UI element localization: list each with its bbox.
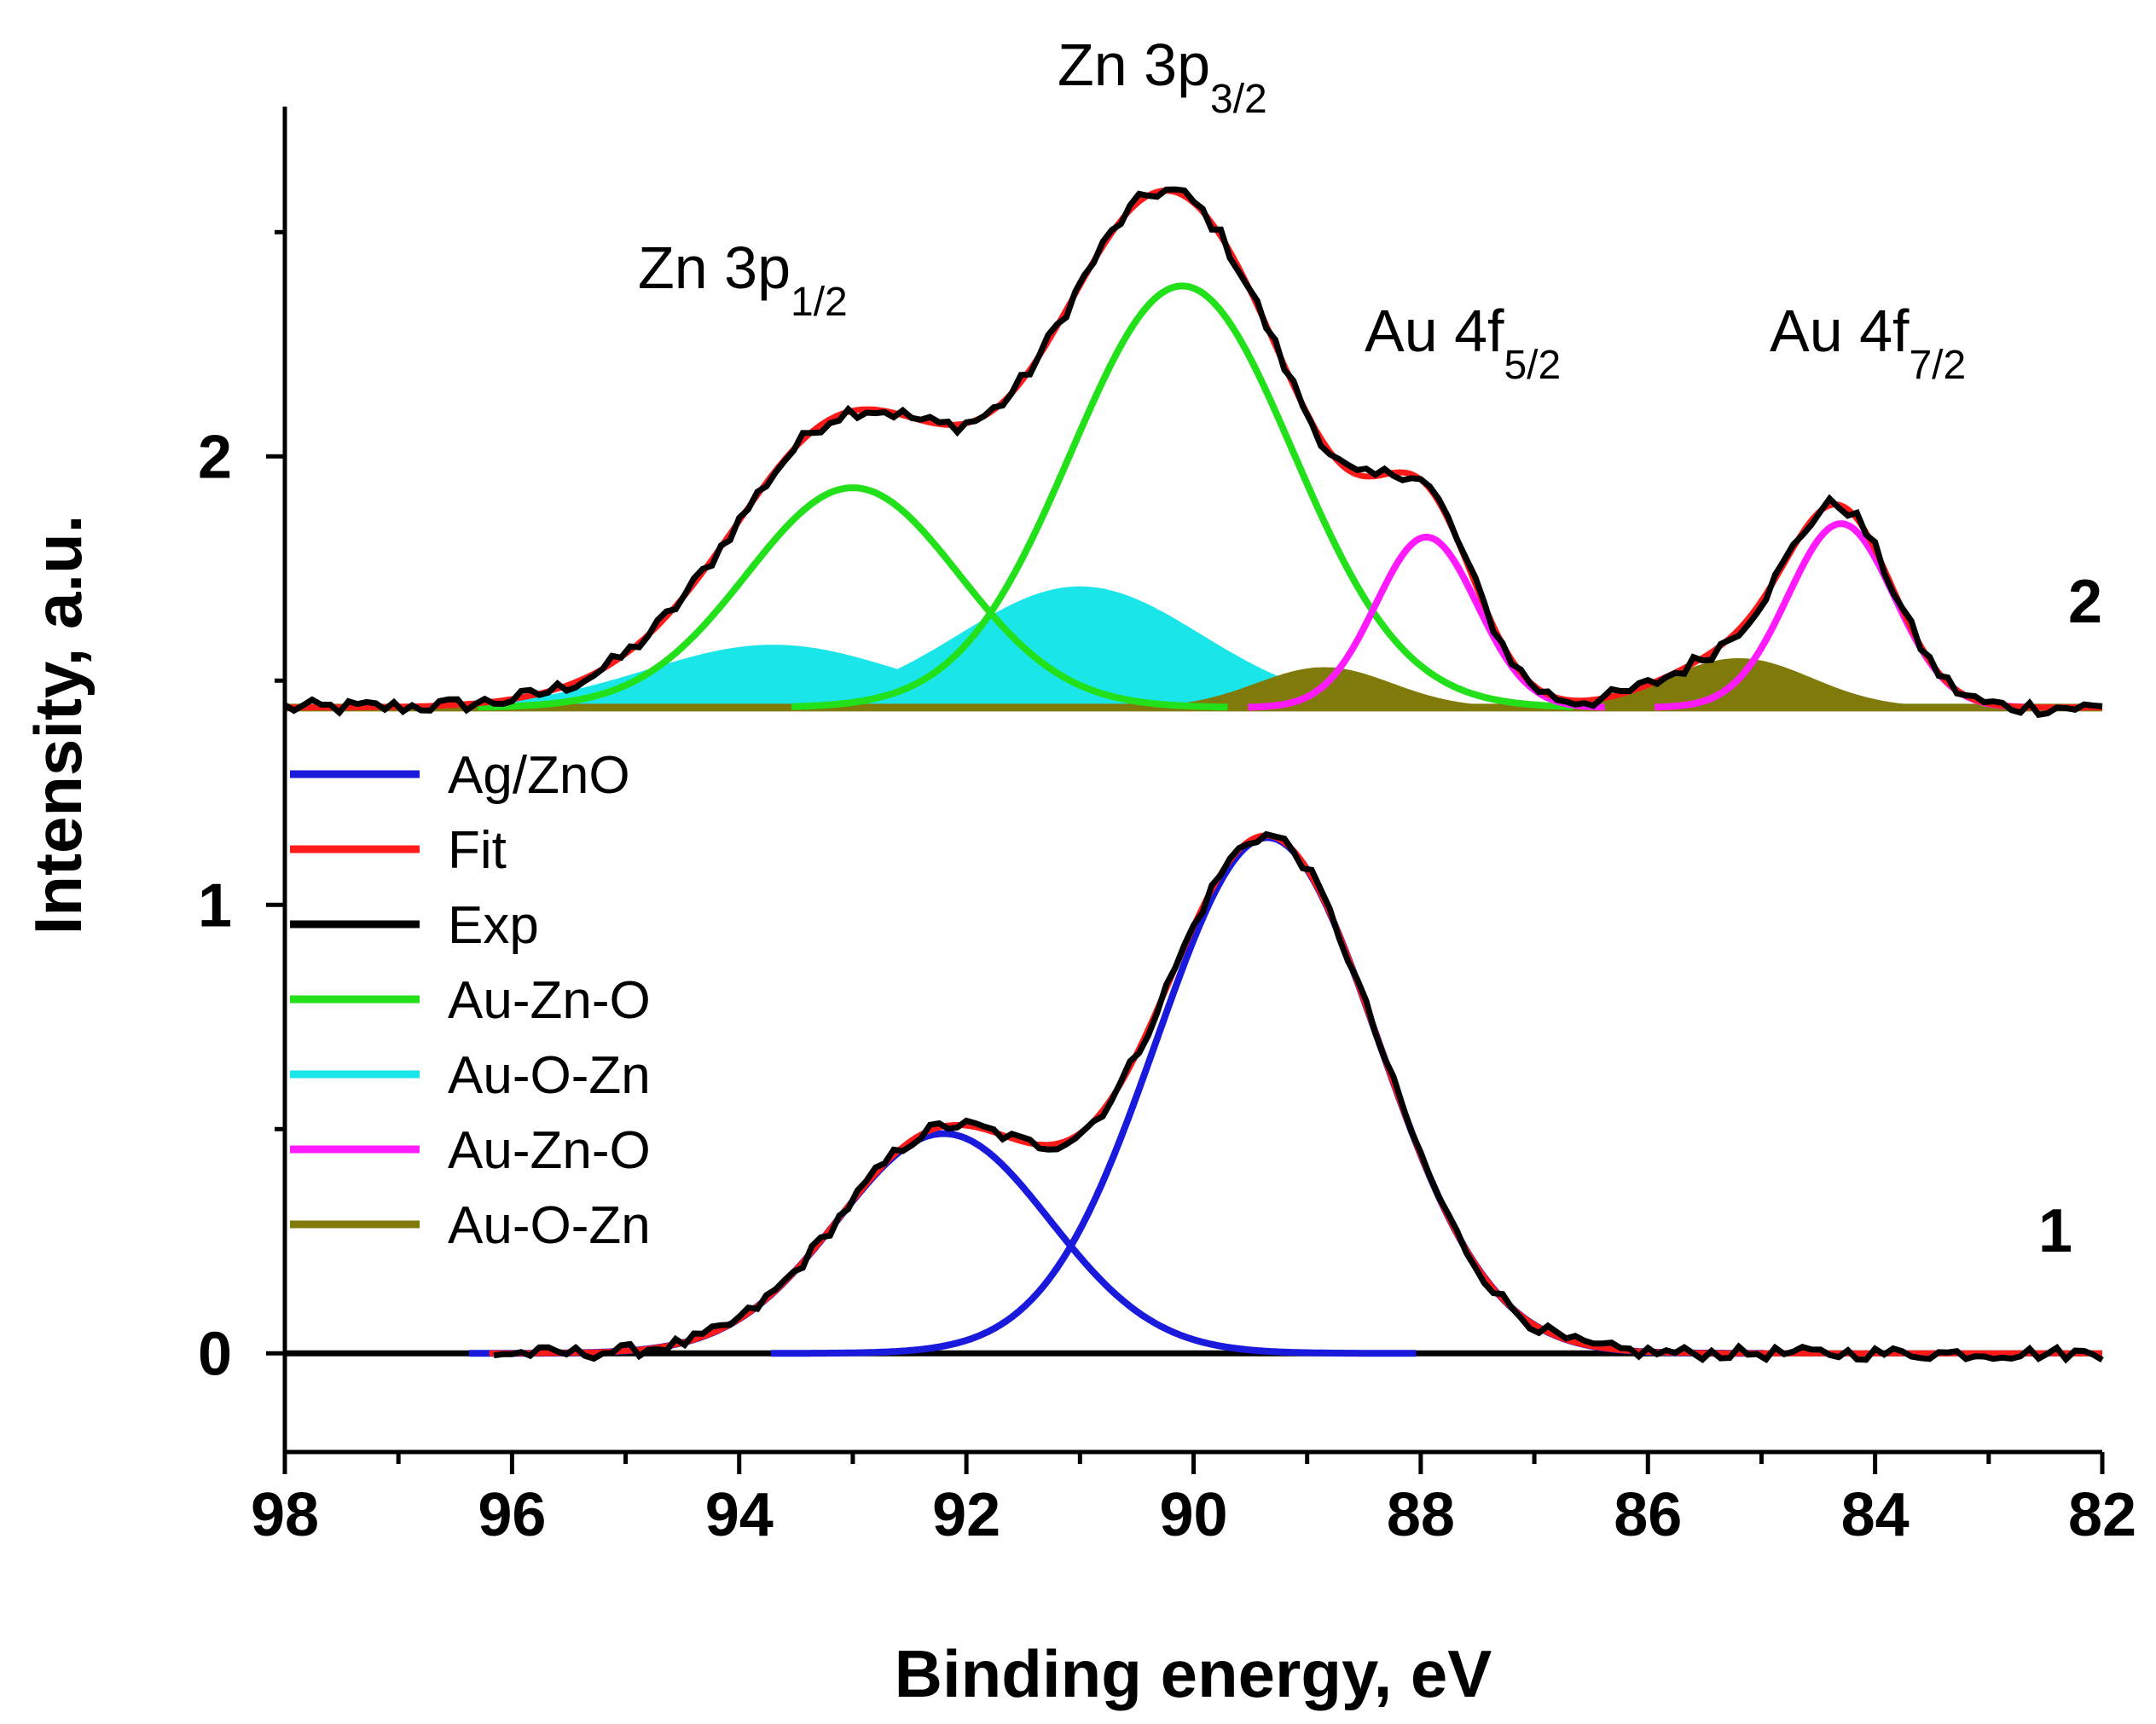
y-axis-title: Intensity, a.u. <box>20 515 96 935</box>
ticks: 98 96 94 92 90 88 86 84 82 0 1 2 <box>198 229 2136 1549</box>
legend-label-2: Exp <box>448 896 539 955</box>
legend: Ag/ZnO Fit Exp Au-Zn-O Au-O-Zn Au-Zn-O Au-O-Zn <box>290 746 651 1255</box>
annotation-au-4f52-sub: 5/2 <box>1504 343 1561 388</box>
legend-label-3: Au-Zn-O <box>448 971 651 1030</box>
annotation-zn-3p12-main: Zn 3p <box>638 234 791 301</box>
annotation-zn-3p32-main: Zn 3p <box>1058 32 1210 98</box>
x-tick-label-96: 96 <box>478 1481 546 1549</box>
peak-line-1-1 <box>771 834 1765 1357</box>
x-tick-label-84: 84 <box>1841 1481 1910 1549</box>
annotation-au-4f72-main: Au 4f <box>1770 298 1910 364</box>
y-tick-label-2: 2 <box>198 423 232 491</box>
y-tick-label-0: 0 <box>198 1320 232 1388</box>
x-axis-title: Binding energy, eV <box>895 1636 1492 1711</box>
y-tick-label-1: 1 <box>198 871 232 940</box>
curve-label-1: 1 <box>2038 1197 2072 1265</box>
x-tick-label-86: 86 <box>1614 1481 1682 1549</box>
legend-label-1: Fit <box>448 821 507 880</box>
x-tick-label-92: 92 <box>932 1481 1000 1549</box>
curve-label-2: 2 <box>2068 568 2102 636</box>
exp-curve-1 <box>493 830 2104 1364</box>
x-tick-label-90: 90 <box>1159 1481 1227 1549</box>
component-lines <box>283 186 2104 1364</box>
peak-line-2-0-1 <box>791 282 1574 710</box>
legend-label-4: Au-O-Zn <box>448 1046 651 1105</box>
legend-label-5: Au-Zn-O <box>448 1121 651 1180</box>
filled-peak-0-1 <box>625 586 1535 708</box>
annotation-au-4f72: Au 4f7/2 <box>1770 298 1966 388</box>
annotation-au-4f72-sub: 7/2 <box>1909 343 1966 388</box>
x-tick-label-98: 98 <box>251 1481 319 1549</box>
peak-line-2-1-0 <box>1248 534 1605 711</box>
x-tick-label-82: 82 <box>2068 1481 2136 1549</box>
exp-curve-2 <box>283 186 2103 719</box>
fit-curve-1 <box>489 832 2102 1357</box>
annotation-au-4f52: Au 4f5/2 <box>1365 298 1561 388</box>
legend-label-6: Au-O-Zn <box>448 1196 651 1255</box>
filled-peak-0-0 <box>300 645 1246 708</box>
x-tick-label-88: 88 <box>1387 1481 1455 1549</box>
annotation-au-4f52-main: Au 4f <box>1365 298 1504 364</box>
annotation-zn-3p12: Zn 3p1/2 <box>638 234 848 325</box>
annotation-zn-3p32: Zn 3p3/2 <box>1058 32 1267 122</box>
annotation-zn-3p32-sub: 3/2 <box>1210 77 1267 122</box>
annotation-zn-3p12-sub: 1/2 <box>791 280 848 325</box>
peak-line-2-0-0 <box>478 484 1228 711</box>
annotations: Zn 3p3/2 Zn 3p1/2 Au 4f5/2 Au 4f7/2 <box>638 32 1966 388</box>
legend-label-0: Ag/ZnO <box>448 746 630 805</box>
x-tick-label-94: 94 <box>705 1481 774 1549</box>
